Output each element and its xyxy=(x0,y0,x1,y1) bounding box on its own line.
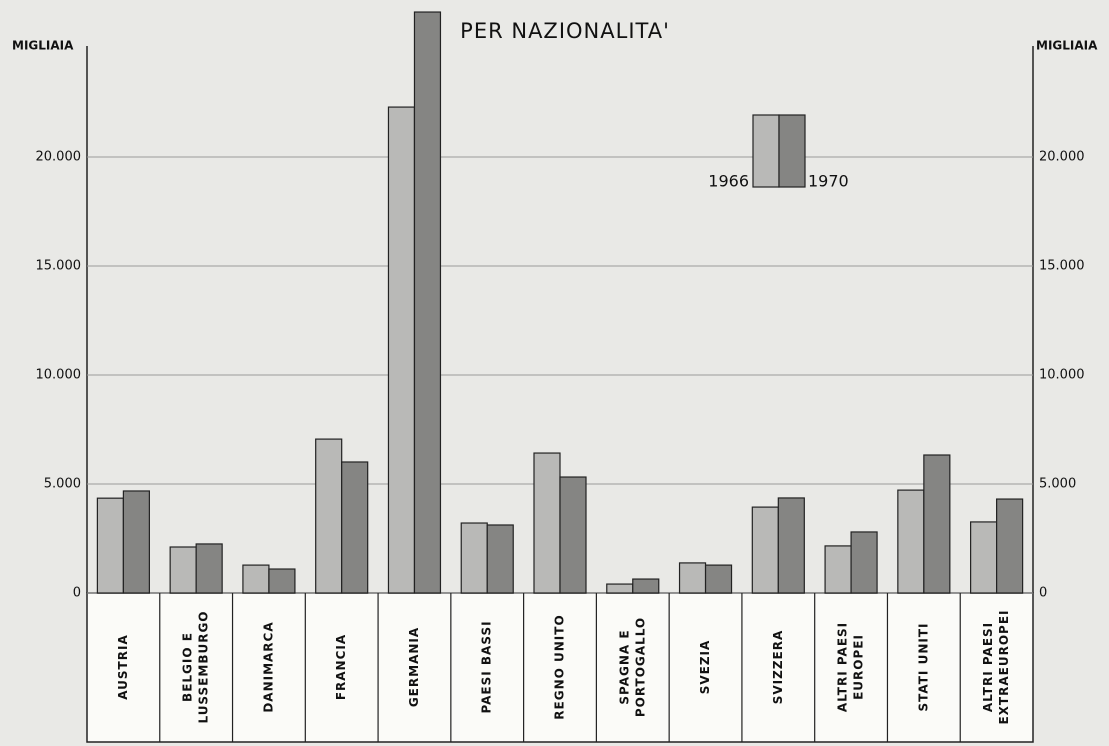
bar xyxy=(169,546,197,594)
bar xyxy=(195,543,223,594)
x-tick-label: BELGIO E xyxy=(181,632,195,702)
bar xyxy=(970,521,998,594)
y2-tick-label: 15.000 xyxy=(1039,259,1085,274)
x-tick-label: GERMANIA xyxy=(407,627,421,707)
x-tick-label: FRANCIA xyxy=(334,634,348,700)
x-tick-label: LUSSEMBURGO xyxy=(197,610,211,723)
x-tick-label: PORTOGALLO xyxy=(633,617,647,717)
bar xyxy=(678,562,707,594)
x-tick-label: ALTRI PAESI xyxy=(981,622,995,712)
y2-axis-label: MIGLIAIA xyxy=(1036,39,1098,53)
bar xyxy=(850,531,878,594)
x-tick-label: STATI UNITI xyxy=(916,623,930,712)
x-tick-label: SVIZZERA xyxy=(771,630,785,705)
chart-title: PER NAZIONALITA' xyxy=(460,19,670,43)
bar xyxy=(268,568,296,594)
bar xyxy=(923,454,951,594)
bar xyxy=(96,497,124,594)
bar xyxy=(751,506,779,594)
bar xyxy=(897,489,925,594)
bar xyxy=(341,461,369,594)
legend-swatch xyxy=(752,114,780,188)
y2-tick-label: 10.000 xyxy=(1039,368,1085,383)
x-tick-label: ALTRI PAESI xyxy=(836,622,850,712)
y2-tick-label: 20.000 xyxy=(1039,150,1085,165)
bar xyxy=(413,11,442,594)
y-tick-label: 15.000 xyxy=(36,259,82,274)
legend-swatch xyxy=(778,114,806,188)
y-tick-label: 20.000 xyxy=(36,150,82,165)
bar xyxy=(606,583,634,594)
bar xyxy=(242,564,270,594)
x-tick-label: AUSTRIA xyxy=(116,634,130,699)
x-tick-label: SVEZIA xyxy=(698,640,712,695)
y-tick-label: 5.000 xyxy=(44,477,81,492)
x-tick-label: SPAGNA E xyxy=(617,629,631,704)
y2-tick-label: 5.000 xyxy=(1039,477,1076,492)
bar xyxy=(533,452,561,594)
y-axis-label: MIGLIAIA xyxy=(12,39,74,53)
category-box xyxy=(86,592,1034,743)
bar xyxy=(704,564,733,594)
bar xyxy=(315,438,343,594)
legend-label: 1970 xyxy=(808,172,849,191)
y-tick-label: 10.000 xyxy=(36,368,82,383)
legend-label: 1966 xyxy=(708,172,749,191)
bar xyxy=(559,476,587,594)
bar xyxy=(996,498,1024,594)
bar xyxy=(460,522,488,594)
bar xyxy=(387,106,416,594)
bar xyxy=(824,545,852,594)
x-tick-label: EUROPEI xyxy=(852,634,866,700)
bar xyxy=(486,524,514,594)
y-tick-label: 0 xyxy=(73,586,81,601)
x-tick-label: DANIMARCA xyxy=(261,621,275,712)
bar xyxy=(632,578,660,594)
bar xyxy=(777,497,805,594)
y2-tick-label: 0 xyxy=(1039,586,1047,601)
bar xyxy=(122,490,150,594)
x-tick-label: EXTRAEUROPEI xyxy=(997,609,1011,724)
x-tick-label: PAESI BASSI xyxy=(480,620,494,713)
x-tick-label: REGNO UNITO xyxy=(553,614,567,719)
